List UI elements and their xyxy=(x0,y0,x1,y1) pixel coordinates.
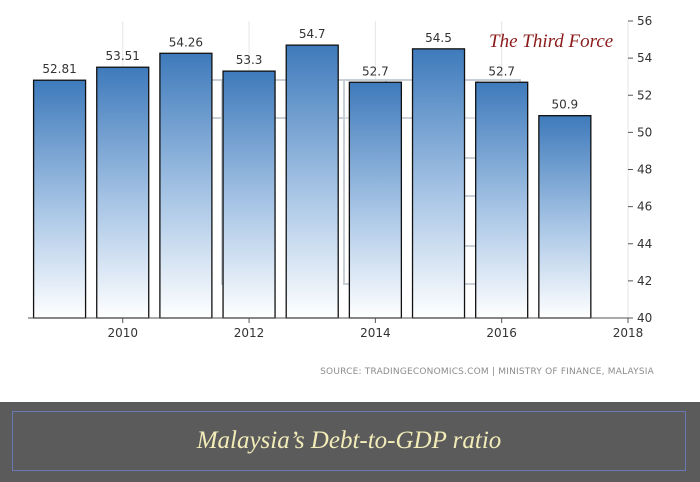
data-label-2013: 54.7 xyxy=(299,27,326,41)
caption-frame: Malaysia’s Debt-to-GDP ratio xyxy=(12,411,686,471)
data-label-2012: 53.3 xyxy=(236,53,263,67)
tte-watermark xyxy=(167,79,521,285)
bar-2009 xyxy=(32,79,87,319)
y-tick-label-42: 42 xyxy=(637,274,652,288)
chart-caption: Malaysia’s Debt-to-GDP ratio xyxy=(196,427,502,454)
data-label-2016: 52.7 xyxy=(488,64,515,78)
bar-2014 xyxy=(348,81,403,319)
bar-2011 xyxy=(159,52,213,319)
source-note: SOURCE: TRADINGECONOMICS.COM | MINISTRY … xyxy=(320,367,654,377)
x-tick-label-2018: 2018 xyxy=(613,326,644,340)
y-tick-label-46: 46 xyxy=(637,200,652,214)
chart-data-labels: 52.81 53.51 54.26 53.3 54.7 52.7 54.5 52.7 50.9 xyxy=(42,27,578,112)
bar-2016 xyxy=(475,81,529,319)
x-tick-label-2014: 2014 xyxy=(360,326,391,340)
chart-bars xyxy=(32,44,592,319)
x-tick-label-2016: 2016 xyxy=(486,326,517,340)
bar-2013 xyxy=(285,44,339,319)
debt-to-gdp-chart: 52.8153.5154.2653.354.752.754.552.750.9 … xyxy=(28,14,652,340)
data-label-2014: 52.7 xyxy=(362,64,389,78)
data-label-2011: 54.26 xyxy=(169,35,203,49)
data-label-2015: 54.5 xyxy=(425,31,452,45)
bar-2017 xyxy=(538,115,592,319)
y-tick-label-54: 54 xyxy=(637,51,652,65)
y-tick-label-48: 48 xyxy=(637,163,652,177)
y-tick-label-50: 50 xyxy=(637,125,652,139)
y-tick-label-44: 44 xyxy=(637,237,652,251)
y-tick-label-56: 56 xyxy=(637,14,652,28)
caption-banner: Malaysia’s Debt-to-GDP ratio xyxy=(0,402,700,482)
brand-watermark: The Third Force xyxy=(489,31,613,52)
x-tick-label-2012: 2012 xyxy=(234,326,265,340)
y-tick-label-40: 40 xyxy=(637,311,652,325)
data-label-2017: 50.9 xyxy=(551,98,578,112)
bar-2010 xyxy=(96,66,150,319)
bar-2012 xyxy=(222,70,276,319)
x-tick-label-2010: 2010 xyxy=(107,326,138,340)
y-tick-label-52: 52 xyxy=(637,88,652,102)
bar-2015 xyxy=(411,48,466,319)
data-label-2010: 53.51 xyxy=(106,49,140,63)
data-label-2009: 52.81 xyxy=(42,62,76,76)
